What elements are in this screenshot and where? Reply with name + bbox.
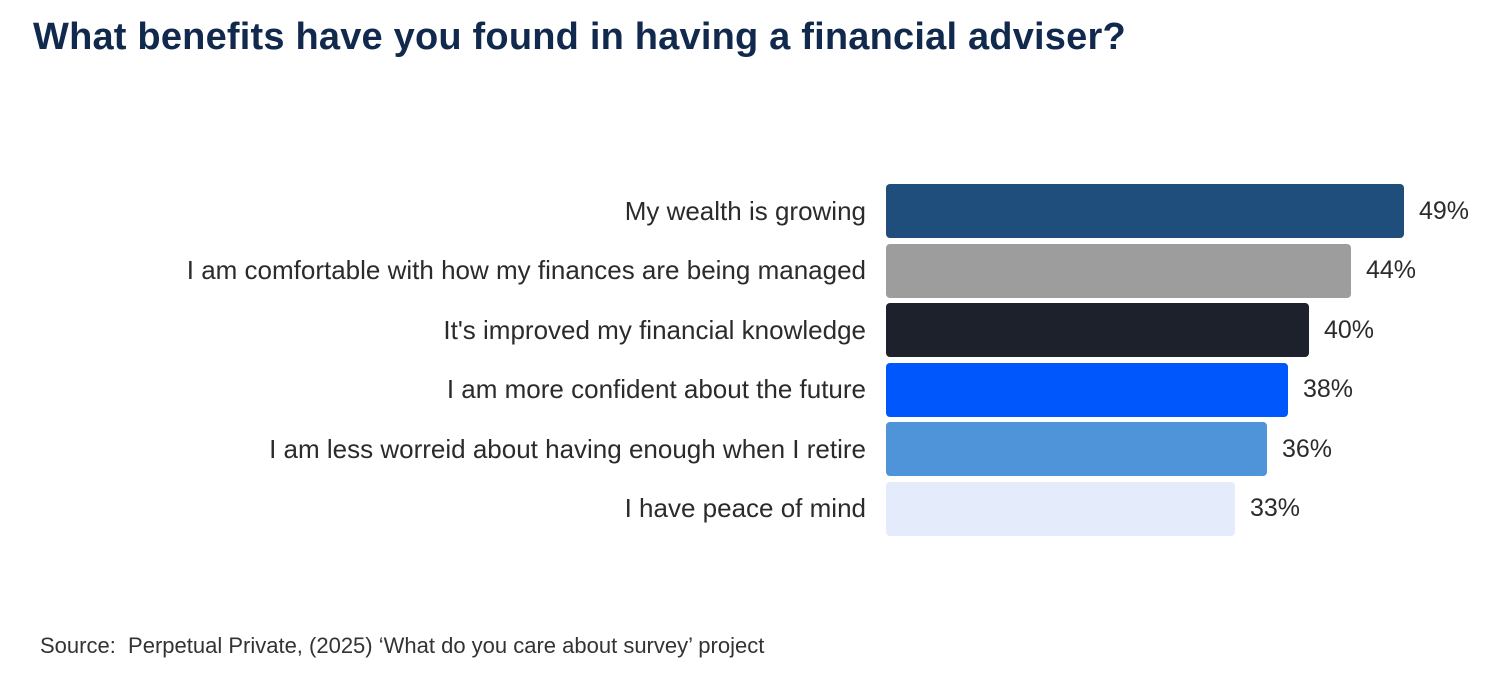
category-label: It's improved my financial knowledge	[443, 314, 866, 345]
bar-less-worried-enough-retire	[886, 422, 1267, 476]
category-label: I have peace of mind	[624, 493, 866, 524]
bar-row: My wealth is growing 49%	[0, 184, 1504, 238]
bar-peace-of-mind	[886, 481, 1235, 536]
bar-row: It's improved my financial knowledge 40%	[0, 303, 1504, 357]
bar-more-confident-about-future	[886, 362, 1288, 417]
bar-row: I am less worreid about having enough wh…	[0, 422, 1504, 476]
bar-improved-financial-knowledge	[886, 303, 1309, 357]
bar-row: I am comfortable with how my finances ar…	[0, 243, 1504, 298]
bar-comfortable-finances-managed	[886, 243, 1351, 298]
category-label: I am more confident about the future	[446, 374, 866, 405]
category-label: I am comfortable with how my finances ar…	[186, 255, 866, 286]
value-label: 40%	[1324, 315, 1375, 344]
value-label: 49%	[1419, 196, 1470, 225]
value-label: 33%	[1250, 494, 1301, 522]
value-label: 38%	[1303, 375, 1354, 403]
value-label: 36%	[1282, 434, 1333, 463]
bar-row: I have peace of mind 33%	[0, 481, 1504, 536]
bar-chart: My wealth is growing 49% I am comfortabl…	[0, 184, 1504, 541]
source-note: Source: Perpetual Private, (2025) ‘What …	[40, 633, 765, 658]
chart-title: What benefits have you found in having a…	[33, 16, 1126, 58]
value-label: 44%	[1366, 256, 1417, 284]
category-label: I am less worreid about having enough wh…	[269, 433, 866, 464]
bar-row: I am more confident about the future 38%	[0, 362, 1504, 417]
category-label: My wealth is growing	[624, 195, 866, 226]
bar-my-wealth-is-growing	[886, 184, 1404, 238]
